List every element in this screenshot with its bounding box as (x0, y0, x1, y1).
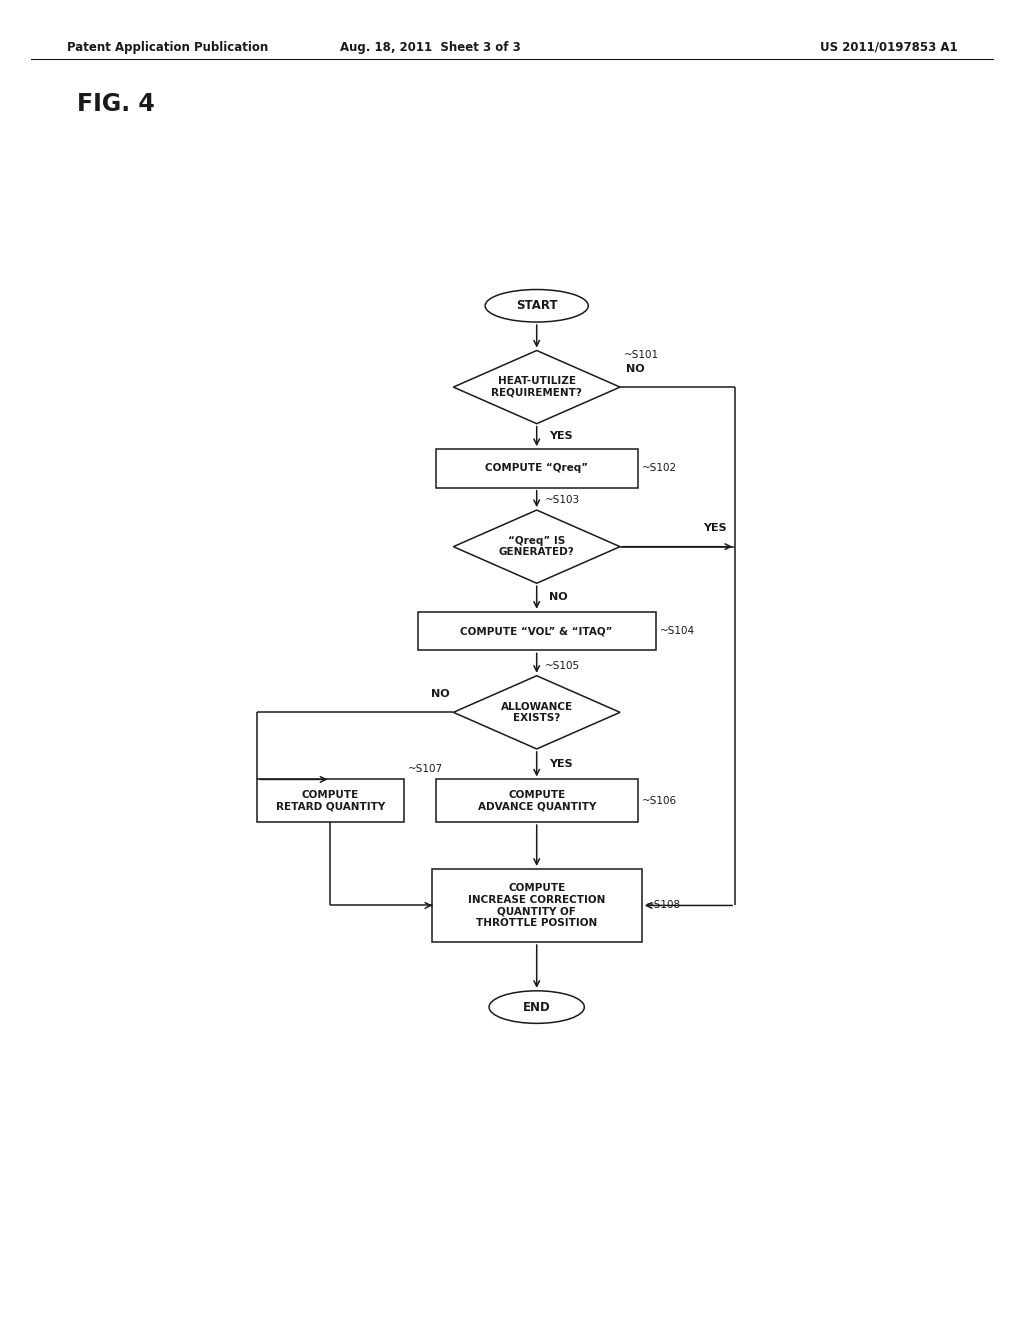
FancyBboxPatch shape (257, 779, 403, 822)
Text: YES: YES (549, 432, 572, 441)
FancyBboxPatch shape (418, 611, 655, 651)
Polygon shape (454, 351, 620, 424)
Text: COMPUTE
ADVANCE QUANTITY: COMPUTE ADVANCE QUANTITY (477, 789, 596, 812)
Text: YES: YES (549, 759, 572, 770)
Text: ~S107: ~S107 (408, 764, 442, 775)
Text: ~S103: ~S103 (545, 495, 580, 506)
Text: COMPUTE “VOL” & “ITAQ”: COMPUTE “VOL” & “ITAQ” (461, 626, 613, 636)
Text: ~S101: ~S101 (624, 351, 659, 360)
FancyBboxPatch shape (435, 779, 638, 822)
Text: ~S104: ~S104 (659, 626, 695, 636)
Text: NO: NO (627, 364, 645, 374)
Polygon shape (454, 510, 620, 583)
Text: ALLOWANCE
EXISTS?: ALLOWANCE EXISTS? (501, 701, 572, 723)
Text: FIG. 4: FIG. 4 (77, 92, 155, 116)
Text: START: START (516, 300, 557, 313)
Text: NO: NO (549, 593, 567, 602)
Text: Patent Application Publication: Patent Application Publication (67, 41, 268, 54)
Text: END: END (523, 1001, 551, 1014)
Text: ~S108: ~S108 (646, 900, 681, 911)
Text: HEAT-UTILIZE
REQUIREMENT?: HEAT-UTILIZE REQUIREMENT? (492, 376, 582, 397)
Text: US 2011/0197853 A1: US 2011/0197853 A1 (820, 41, 957, 54)
Text: “Qreq” IS
GENERATED?: “Qreq” IS GENERATED? (499, 536, 574, 557)
Text: ~S102: ~S102 (642, 463, 677, 474)
Text: ~S105: ~S105 (545, 661, 580, 671)
Text: NO: NO (431, 689, 450, 700)
Text: YES: YES (703, 523, 727, 533)
FancyBboxPatch shape (435, 449, 638, 487)
Ellipse shape (485, 289, 588, 322)
Text: ~S106: ~S106 (642, 796, 677, 805)
Polygon shape (454, 676, 620, 748)
Text: COMPUTE
INCREASE CORRECTION
QUANTITY OF
THROTTLE POSITION: COMPUTE INCREASE CORRECTION QUANTITY OF … (468, 883, 605, 928)
FancyBboxPatch shape (431, 869, 642, 942)
Text: COMPUTE
RETARD QUANTITY: COMPUTE RETARD QUANTITY (275, 789, 385, 812)
Ellipse shape (489, 991, 585, 1023)
Text: Aug. 18, 2011  Sheet 3 of 3: Aug. 18, 2011 Sheet 3 of 3 (340, 41, 520, 54)
Text: COMPUTE “Qreq”: COMPUTE “Qreq” (485, 463, 588, 474)
